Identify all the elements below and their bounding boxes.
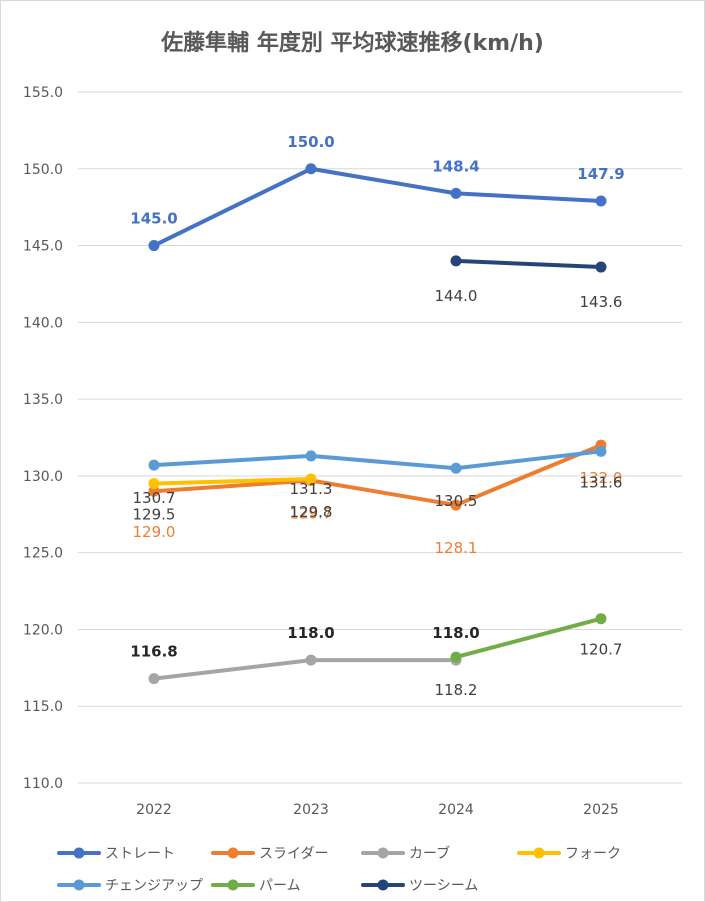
y-tick-label: 140.0 [23,315,63,331]
data-label: 118.0 [287,624,334,642]
data-label: 118.0 [432,624,479,642]
data-label: 129.5 [133,506,176,524]
data-label: 130.7 [133,489,176,507]
data-label: 150.0 [287,133,334,151]
x-tick-label: 2025 [583,802,619,818]
data-point [595,195,607,207]
legend-entry: ストレート [105,846,175,862]
data-label: 129.7 [290,504,333,522]
series-line-パーム [454,616,603,660]
legend-swatch-marker [73,879,85,891]
data-label: 118.2 [435,681,478,699]
y-tick-label: 155.0 [23,85,63,101]
legend-entry: チェンジアップ [105,878,203,894]
y-tick-label: 150.0 [23,162,63,178]
data-point [450,651,462,663]
data-label: 145.0 [130,210,177,228]
data-point [148,240,160,252]
y-tick-label: 135.0 [23,392,63,408]
y-tick-label: 120.0 [23,622,63,638]
data-label: 143.6 [580,293,623,311]
legend-swatch-marker [227,879,239,891]
legend-entry: フォーク [565,846,621,862]
y-tick-label: 110.0 [23,776,63,792]
data-point [148,478,160,490]
legend-entry: スライダー [259,846,328,862]
data-point [148,459,160,471]
data-label: 131.6 [580,473,623,491]
data-label: 129.0 [133,523,176,541]
data-label: 131.3 [290,480,333,498]
series-line-ストレート [152,166,603,248]
legend-entry: ツーシーム [409,878,478,894]
data-point [595,261,607,273]
legend-swatch-marker [377,879,389,891]
series-line-チェンジアップ [152,449,603,471]
data-point [595,445,607,457]
data-point [450,499,462,511]
data-label: 132.0 [580,469,623,487]
series-line-カーブ [152,658,458,681]
data-point [450,187,462,199]
data-point [305,654,317,666]
chart-title: 佐藤隼輔 年度別 平均球速推移(km/h) [161,31,544,56]
legend-swatch-marker [533,847,545,859]
data-label: 147.9 [577,165,624,183]
data-label: 130.5 [435,492,478,510]
y-tick-label: 125.0 [23,546,63,562]
data-point [148,673,160,685]
series-line-ツーシーム [454,258,603,270]
legend-swatch-marker [73,847,85,859]
data-point [305,163,317,175]
data-point [305,450,317,462]
x-tick-label: 2022 [136,802,172,818]
series-line-スライダー [152,443,603,508]
data-label: 129.8 [290,503,333,521]
legend-swatch-marker [227,847,239,859]
data-point [450,462,462,474]
data-point [450,255,462,267]
data-label: 120.7 [580,641,623,659]
y-tick-label: 115.0 [23,699,63,715]
series-line-フォーク [152,476,313,486]
data-label: 148.4 [432,157,479,175]
data-point [305,473,317,485]
x-tick-label: 2023 [293,802,329,818]
y-tick-label: 145.0 [23,239,63,255]
x-tick-label: 2024 [438,802,474,818]
data-label: 116.8 [130,643,177,661]
data-label: 128.1 [435,539,478,557]
data-label: 144.0 [435,287,478,305]
data-point [148,485,160,497]
legend-entry: カーブ [409,845,450,862]
data-point [595,613,607,625]
legend-swatch-marker [377,847,389,859]
legend-entry: パーム [259,878,301,894]
y-tick-label: 130.0 [23,469,63,485]
